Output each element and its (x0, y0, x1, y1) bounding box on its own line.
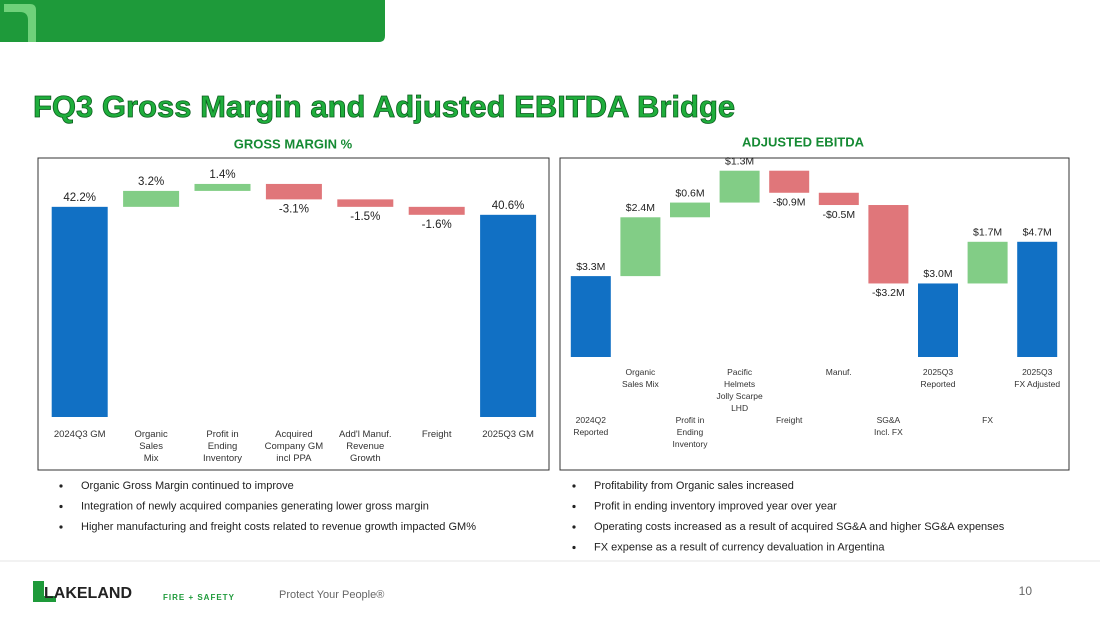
data-label: $4.7M (1023, 227, 1052, 239)
tagline: Protect Your People® (279, 589, 384, 601)
page-number: 10 (1019, 584, 1033, 598)
bar (670, 202, 710, 218)
bar (480, 214, 537, 417)
bar (868, 205, 909, 284)
bullet-text: Organic Gross Margin continued to improv… (81, 480, 294, 492)
x-tick-label: 2025Q3 FX Adjusted (1014, 367, 1060, 389)
bar (265, 183, 322, 200)
data-label: -$3.2M (872, 287, 905, 299)
x-tick-label: 2025Q3 GM (482, 429, 534, 440)
bar (570, 276, 611, 357)
data-label: -1.5% (350, 211, 380, 223)
data-label: $0.6M (675, 187, 704, 199)
data-label: 42.2% (63, 192, 96, 204)
bar (51, 206, 108, 417)
data-label: -$0.5M (822, 209, 855, 221)
data-label: 40.6% (492, 200, 525, 212)
x-tick-label: Pacific Helmets Jolly Scarpe LHD (716, 367, 763, 413)
bar (408, 206, 465, 215)
x-tick-label: Add'l Manuf. Revenue Growth (339, 429, 392, 464)
data-label: 1.4% (209, 169, 235, 181)
x-tick-label: 2024Q3 GM (54, 429, 106, 440)
bullet-dot (572, 525, 576, 529)
x-tick-label: FX (982, 415, 993, 425)
data-label: $3.3M (576, 261, 605, 273)
data-label: -3.1% (279, 203, 309, 215)
data-label: $1.3M (725, 155, 754, 167)
bar (337, 199, 394, 207)
bullet-dot (59, 504, 63, 509)
data-label: -$0.9M (773, 197, 806, 209)
slide-title: FQ3 Gross Margin and Adjusted EBITDA Bri… (33, 89, 735, 124)
logo-text: LAKELAND (44, 585, 132, 602)
x-tick-label: SG&A Incl. FX (874, 415, 903, 437)
logo-subtext: FIRE + SAFETY (163, 593, 235, 602)
logo-mark (33, 581, 56, 602)
bullet-text: Profit in ending inventory improved year… (594, 500, 837, 512)
x-tick-label: Organic Sales Mix (134, 429, 168, 464)
header-leaf (4, 4, 36, 42)
bar (769, 170, 810, 193)
bar (194, 183, 251, 191)
bar (918, 283, 958, 357)
bullet-dot (59, 484, 63, 488)
data-label: $1.7M (973, 227, 1002, 239)
bullet-dot (59, 525, 63, 529)
bar (123, 190, 180, 207)
bullet-text: Integration of newly acquired companies … (81, 500, 429, 512)
chart-frame (37, 157, 550, 471)
x-tick-label: Profit in Ending Inventory (203, 429, 242, 464)
x-tick-label: Manuf. (826, 367, 852, 377)
bullet-text: FX expense as a result of currency deval… (594, 541, 885, 553)
x-tick-label: Profit in Ending Inventory (673, 415, 709, 449)
x-tick-label: Organic Sales Mix (622, 367, 660, 389)
x-tick-label: Freight (422, 429, 452, 440)
bullet-text: Higher manufacturing and freight costs r… (81, 521, 476, 533)
bullet-dot (572, 545, 576, 550)
bar (620, 217, 661, 277)
bar (818, 192, 859, 206)
data-label: $3.0M (923, 268, 952, 280)
bar (1017, 241, 1058, 357)
x-tick-label: Acquired Company GM incl PPA (265, 429, 324, 464)
data-label: -1.6% (422, 219, 452, 231)
data-label: 3.2% (138, 176, 164, 188)
x-tick-label: Freight (776, 415, 803, 425)
chart-frame (559, 157, 1070, 471)
data-label: $2.4M (626, 202, 655, 214)
x-tick-label: 2025Q3 Reported (921, 367, 956, 389)
x-tick-label: 2024Q2 Reported (573, 415, 608, 437)
chart-title: GROSS MARGIN % (234, 136, 353, 151)
bar (719, 170, 760, 203)
bullet-dot (572, 504, 576, 509)
header-bar (0, 0, 385, 42)
bullet-text: Operating costs increased as a result of… (594, 521, 1005, 533)
bullet-text: Profitability from Organic sales increas… (594, 480, 794, 492)
chart-title: ADJUSTED EBITDA (742, 134, 865, 149)
bar (967, 241, 1008, 284)
bullet-dot (572, 484, 576, 488)
